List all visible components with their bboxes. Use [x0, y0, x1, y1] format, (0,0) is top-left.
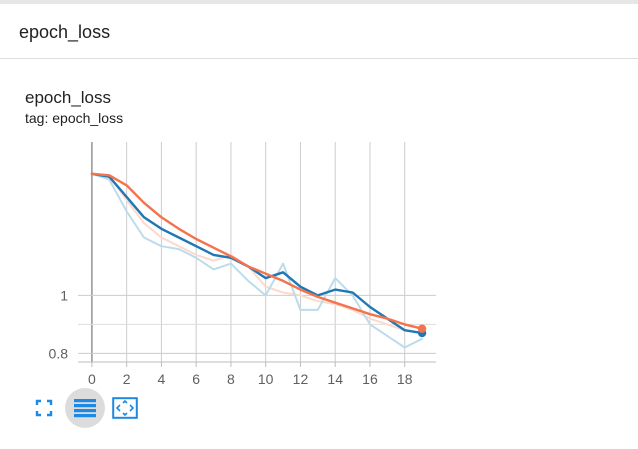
x-tick-label: 2 [123, 371, 131, 387]
x-tick-label: 12 [293, 371, 309, 387]
x-tick-label: 6 [192, 371, 200, 387]
toggle-log-scale-button[interactable] [65, 388, 105, 428]
raw-series-line [90, 172, 424, 349]
y-axis-labels: 0.81 [49, 287, 69, 361]
x-tick-label: 18 [397, 371, 413, 387]
fullscreen-button[interactable] [24, 388, 64, 428]
last-point-marker [417, 324, 427, 333]
fullscreen-icon [35, 399, 53, 417]
section-header[interactable]: epoch_loss [0, 4, 638, 59]
x-axis-labels: 0 2 4 6 8 10 12 14 16 18 [88, 362, 413, 387]
card-tag: tag: epoch_loss [25, 110, 124, 126]
smoothed-series-line [90, 172, 424, 335]
top-divider [0, 0, 638, 4]
section-title: epoch_loss [19, 22, 111, 42]
x-tick-label: 14 [327, 371, 343, 387]
x-tick-label: 16 [362, 371, 378, 387]
smoothed-series-line [90, 172, 424, 330]
y-tick-label: 0.8 [49, 345, 69, 361]
chart-grid [78, 142, 436, 363]
loss-chart[interactable]: 0 2 4 6 8 10 12 14 16 18 0.81 [0, 130, 450, 388]
card-title: epoch_loss [25, 88, 112, 107]
fit-domain-icon [112, 397, 138, 419]
chart-series [90, 172, 427, 349]
x-tick-label: 10 [258, 371, 274, 387]
x-tick-label: 4 [158, 371, 166, 387]
x-tick-label: 0 [88, 371, 96, 387]
toggle-log-scale-icon [74, 399, 96, 418]
y-tick-label: 1 [60, 287, 68, 303]
x-tick-label: 8 [227, 371, 235, 387]
raw-series-line [90, 172, 424, 335]
fit-domain-button[interactable] [105, 388, 145, 428]
